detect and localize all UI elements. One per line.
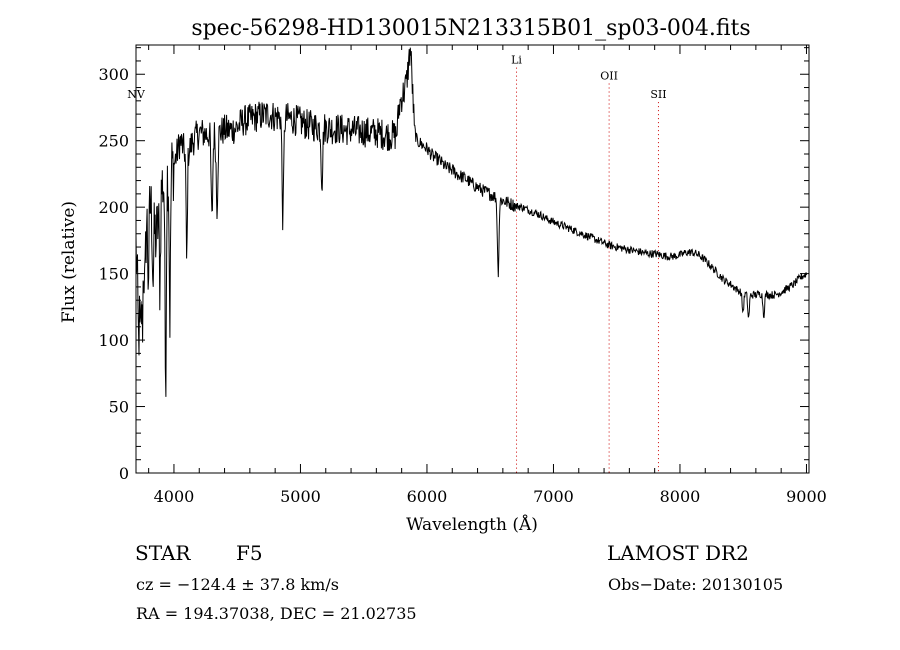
x-tick-label: 8000 xyxy=(660,487,701,506)
marker-label-li: Li xyxy=(511,54,522,67)
x-tick-label: 6000 xyxy=(407,487,448,506)
marker-label-oii: OII xyxy=(600,70,618,83)
line-markers: NV Li OII SII xyxy=(127,54,667,473)
plot-axes: 4000 5000 6000 7000 8000 9000 0 50 100 150 200 250 3… xyxy=(98,44,827,506)
x-tick-label: 7000 xyxy=(533,487,574,506)
x-tick-label: 5000 xyxy=(280,487,321,506)
y-axis-label: Flux (relative) xyxy=(59,201,79,323)
marker-label-nv: NV xyxy=(127,88,146,101)
marker-label-sii: SII xyxy=(650,88,666,101)
object-type: STAR xyxy=(135,541,191,565)
spectral-subclass: F5 xyxy=(236,541,263,565)
x-tick-label: 4000 xyxy=(154,487,195,506)
y-tick-label: 300 xyxy=(98,65,129,84)
y-tick-label: 150 xyxy=(98,265,129,284)
y-tick-label: 100 xyxy=(98,331,129,350)
x-axis-label: Wavelength (Å) xyxy=(406,514,538,535)
y-tick-label: 250 xyxy=(98,132,129,151)
obs-date-text: Obs−Date: 20130105 xyxy=(608,575,783,594)
y-tick-label: 50 xyxy=(109,398,129,417)
survey-name: LAMOST DR2 xyxy=(607,541,749,565)
spectrum-trace xyxy=(135,47,807,397)
x-tick-label: 9000 xyxy=(786,487,827,506)
y-tick-label: 0 xyxy=(119,464,129,483)
y-tick-label: 200 xyxy=(98,198,129,217)
coordinates-text: RA = 194.37038, DEC = 21.02735 xyxy=(136,604,417,623)
chart-title: spec-56298-HD130015N213315B01_sp03-004.f… xyxy=(191,16,750,41)
spectrum-line xyxy=(135,47,807,397)
plot-frame xyxy=(135,44,810,474)
redshift-text: cz = −124.4 ± 37.8 km/s xyxy=(136,575,339,594)
